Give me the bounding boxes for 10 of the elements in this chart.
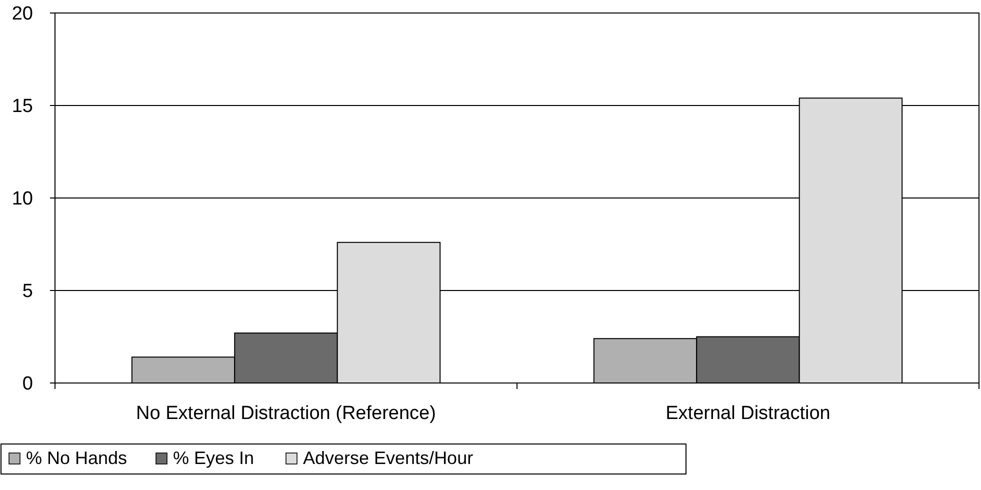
legend-label: % Eyes In	[173, 448, 254, 468]
y-tick-label: 5	[22, 281, 33, 302]
y-tick-label: 15	[12, 96, 33, 118]
y-tick-label: 0	[22, 374, 33, 395]
x-tick-label: No External Distraction (Reference)	[136, 403, 436, 424]
x-tick-label: External Distraction	[666, 403, 830, 424]
legend-label: % No Hands	[26, 448, 128, 468]
y-tick-label: 10	[12, 188, 33, 210]
legend-label: Adverse Events/Hour	[303, 448, 474, 468]
y-tick-label: 20	[12, 4, 33, 25]
